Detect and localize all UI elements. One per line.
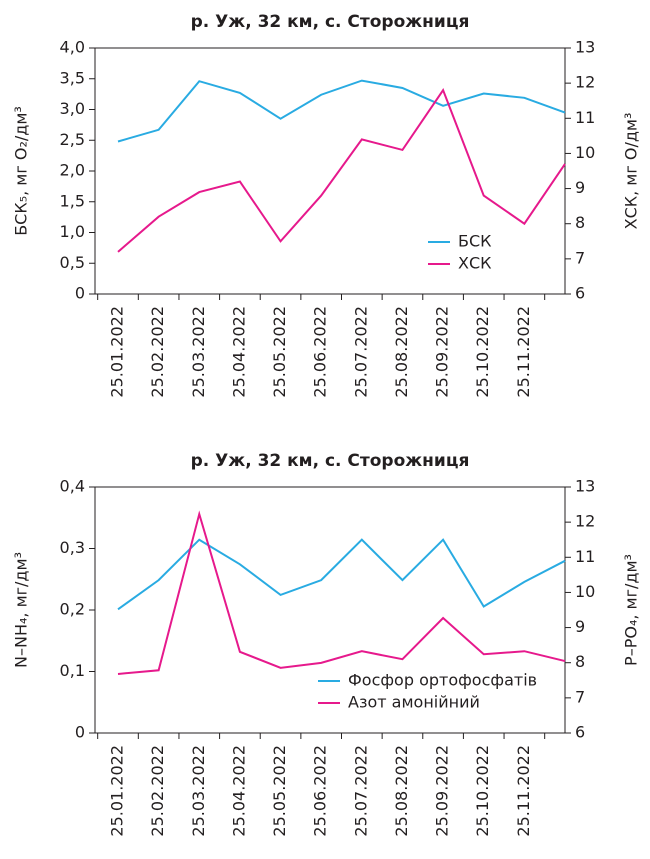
chart-title: р. Уж, 32 км, с. Сторожниця: [191, 12, 470, 32]
x-tick-label: 25.01.2022: [108, 306, 127, 398]
y-tick-label: 4,0: [60, 38, 85, 57]
x-tick-label: 25.03.2022: [189, 306, 208, 398]
y-tick-label: 0: [75, 723, 85, 742]
legend-label: Азот амонійний: [348, 693, 480, 712]
x-tick-label: 25.03.2022: [189, 745, 208, 837]
y2-tick-label: 13: [575, 477, 595, 496]
plot-frame: [94, 486, 566, 734]
x-tick-label: 25.11.2022: [514, 745, 533, 837]
y-tick-label: 0,2: [60, 600, 85, 619]
y-tick-label: 0,5: [60, 253, 85, 272]
y-tick-label: 3,0: [60, 99, 85, 118]
y2-tick-label: 10: [575, 582, 595, 601]
y2-axis-label: P–PO₄, мг/дм³: [622, 554, 641, 666]
x-tick-label: 25.02.2022: [148, 306, 167, 398]
series-line: [117, 79, 566, 143]
x-tick-label: 25.09.2022: [433, 745, 452, 837]
y-tick-label: 0,3: [60, 538, 85, 557]
y-tick-label: 1,0: [60, 222, 85, 241]
y-tick-label: 2,5: [60, 130, 85, 149]
y-tick-label: 3,5: [60, 68, 85, 87]
chart-title: р. Уж, 32 км, с. Сторожниця: [191, 451, 470, 471]
plot-frame: [94, 47, 566, 295]
y-tick-label: 0,1: [60, 661, 85, 680]
y2-tick-label: 6: [575, 723, 585, 742]
x-tick-label: 25.10.2022: [473, 306, 492, 398]
x-tick-label: 25.06.2022: [311, 745, 330, 837]
y2-tick-label: 11: [575, 108, 595, 127]
y2-tick-label: 6: [575, 284, 585, 303]
y-tick-label: 1,5: [60, 191, 85, 210]
legend-label: ХСК: [458, 254, 492, 273]
y2-axis-label: ХСК, мг O/дм³: [622, 113, 641, 230]
x-tick-label: 25.07.2022: [351, 745, 370, 837]
y2-tick-label: 12: [575, 73, 595, 92]
x-tick-label: 25.06.2022: [311, 306, 330, 398]
x-tick-label: 25.10.2022: [473, 745, 492, 837]
y-tick-label: 0: [75, 284, 85, 303]
y-axis-label: N–NH₄, мг/дм³: [12, 552, 31, 668]
y2-tick-label: 7: [575, 687, 585, 706]
y2-tick-label: 11: [575, 547, 595, 566]
series-line: [117, 510, 566, 675]
x-tick-label: 25.04.2022: [229, 306, 248, 398]
y2-tick-label: 9: [575, 617, 585, 636]
y2-tick-label: 8: [575, 213, 585, 232]
x-tick-label: 25.04.2022: [229, 745, 248, 837]
y-tick-label: 2,0: [60, 161, 85, 180]
x-tick-label: 25.01.2022: [108, 745, 127, 837]
y2-tick-label: 9: [575, 178, 585, 197]
y2-tick-label: 12: [575, 512, 595, 531]
y-axis-label: БСК₅, мг O₂/дм³: [12, 106, 31, 236]
legend-label: БСК: [458, 232, 492, 251]
y2-tick-label: 10: [575, 143, 595, 162]
y2-tick-label: 7: [575, 248, 585, 267]
y2-tick-label: 13: [575, 38, 595, 57]
x-tick-label: 25.07.2022: [351, 306, 370, 398]
x-tick-label: 25.02.2022: [148, 745, 167, 837]
series-line: [117, 538, 566, 611]
x-tick-label: 25.08.2022: [392, 745, 411, 837]
y2-tick-label: 8: [575, 652, 585, 671]
x-tick-label: 25.05.2022: [270, 745, 289, 837]
x-tick-label: 25.08.2022: [392, 306, 411, 398]
legend-label: Фосфор ортофосфатів: [348, 671, 537, 690]
x-tick-label: 25.05.2022: [270, 306, 289, 398]
x-tick-label: 25.09.2022: [433, 306, 452, 398]
series-line: [117, 88, 566, 253]
x-tick-label: 25.11.2022: [514, 306, 533, 398]
y-tick-label: 0,4: [60, 477, 85, 496]
